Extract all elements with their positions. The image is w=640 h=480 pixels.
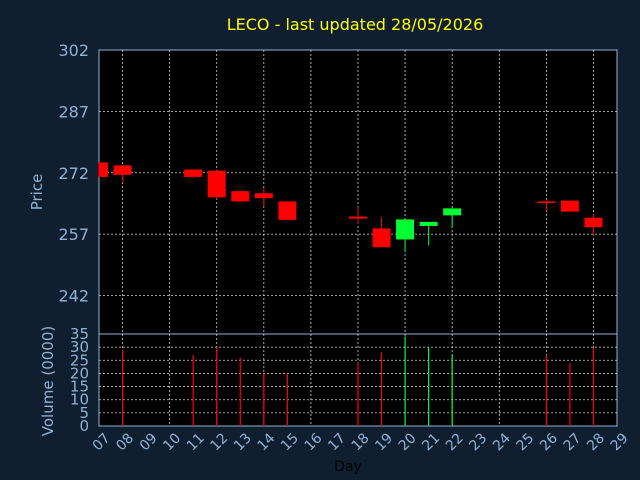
volume-tick-label: 25 — [70, 351, 89, 369]
x-tick-label: 14 — [255, 430, 279, 454]
volume-tick-label: 10 — [70, 391, 89, 409]
x-tick-label: 15 — [278, 430, 302, 454]
candle-body — [584, 217, 603, 228]
x-tick-label: 20 — [396, 430, 420, 454]
candle-body — [396, 219, 415, 240]
x-tick-label: 07 — [90, 430, 114, 454]
price-tick-label: 242 — [58, 287, 89, 306]
candle-body — [99, 162, 108, 177]
candle-body — [419, 221, 438, 226]
candle-18 — [349, 207, 367, 224]
x-tick-label: 21 — [419, 430, 443, 454]
candle-body — [560, 200, 579, 212]
candle-28 — [584, 213, 603, 237]
x-tick-label: 25 — [514, 430, 538, 454]
candle-11 — [184, 169, 203, 178]
volume-tick-label: 30 — [70, 338, 89, 356]
candle-body — [184, 169, 203, 177]
x-axis-label: Day — [334, 459, 362, 475]
candle-27 — [560, 200, 579, 212]
candle-body — [349, 216, 367, 219]
candle-19 — [372, 216, 391, 248]
x-tick-label: 22 — [443, 430, 467, 454]
x-tick-label: 29 — [608, 430, 632, 454]
candle-08 — [113, 165, 132, 183]
x-tick-label: 17 — [325, 430, 349, 454]
x-tick-label: 08 — [113, 430, 137, 454]
candle-07 — [98, 162, 108, 177]
x-tick-label: 10 — [160, 430, 184, 454]
candle-21 — [419, 221, 438, 246]
volume-tick-label: 20 — [70, 364, 89, 382]
candle-15 — [278, 201, 297, 220]
x-tick-label: 27 — [561, 430, 585, 454]
volume-tick-label: 35 — [70, 325, 89, 343]
candle-body — [443, 208, 462, 216]
candle-body — [372, 228, 391, 248]
candle-22 — [443, 208, 462, 229]
price-tick-label: 287 — [58, 102, 89, 121]
candle-20 — [396, 219, 415, 253]
x-tick-label: 28 — [584, 430, 608, 454]
x-tick-label: 09 — [137, 430, 161, 454]
candle-13 — [231, 191, 250, 202]
candle-body — [254, 193, 273, 199]
x-tick-label: 24 — [490, 430, 514, 454]
volume-bars — [121, 336, 595, 426]
candle-body — [231, 191, 250, 202]
price-grid — [99, 50, 617, 334]
x-tick-label: 13 — [231, 430, 255, 454]
x-tick-label: 18 — [349, 430, 373, 454]
candle-body — [278, 201, 297, 220]
volume-axis-label: Volume (0000) — [39, 326, 57, 436]
x-tick-label: 12 — [207, 430, 231, 454]
volume-tick-label: 5 — [79, 404, 89, 422]
x-tick-labels: 07 08 09 10 11 12 13 14 15 16 17 18 19 20 21 22 23 24 25 26… — [90, 430, 632, 454]
price-tick-label: 257 — [58, 225, 89, 244]
candle-26 — [537, 199, 556, 211]
x-tick-label: 26 — [537, 430, 561, 454]
x-tick-label: 23 — [466, 430, 490, 454]
candle-body — [113, 165, 132, 175]
price-axis-label: Price — [28, 174, 46, 211]
volume-tick-label: 0 — [79, 417, 89, 435]
price-y-ticks: 302 287 272 257 242 — [58, 41, 89, 306]
price-tick-label: 302 — [58, 41, 89, 60]
price-tick-label: 272 — [58, 164, 89, 183]
candle-body — [207, 170, 226, 198]
candle-14 — [254, 188, 273, 207]
candles — [98, 162, 603, 253]
chart-title: LECO - last updated 28/05/2026 — [227, 15, 484, 34]
candle-body — [537, 201, 556, 204]
price-panel: 302 287 272 257 242 Price — [28, 41, 618, 335]
x-tick-label: 19 — [372, 430, 396, 454]
x-tick-label: 16 — [302, 430, 326, 454]
x-tick-label: 11 — [184, 430, 208, 454]
candle-12 — [207, 170, 226, 200]
volume-tick-label: 15 — [70, 378, 89, 396]
